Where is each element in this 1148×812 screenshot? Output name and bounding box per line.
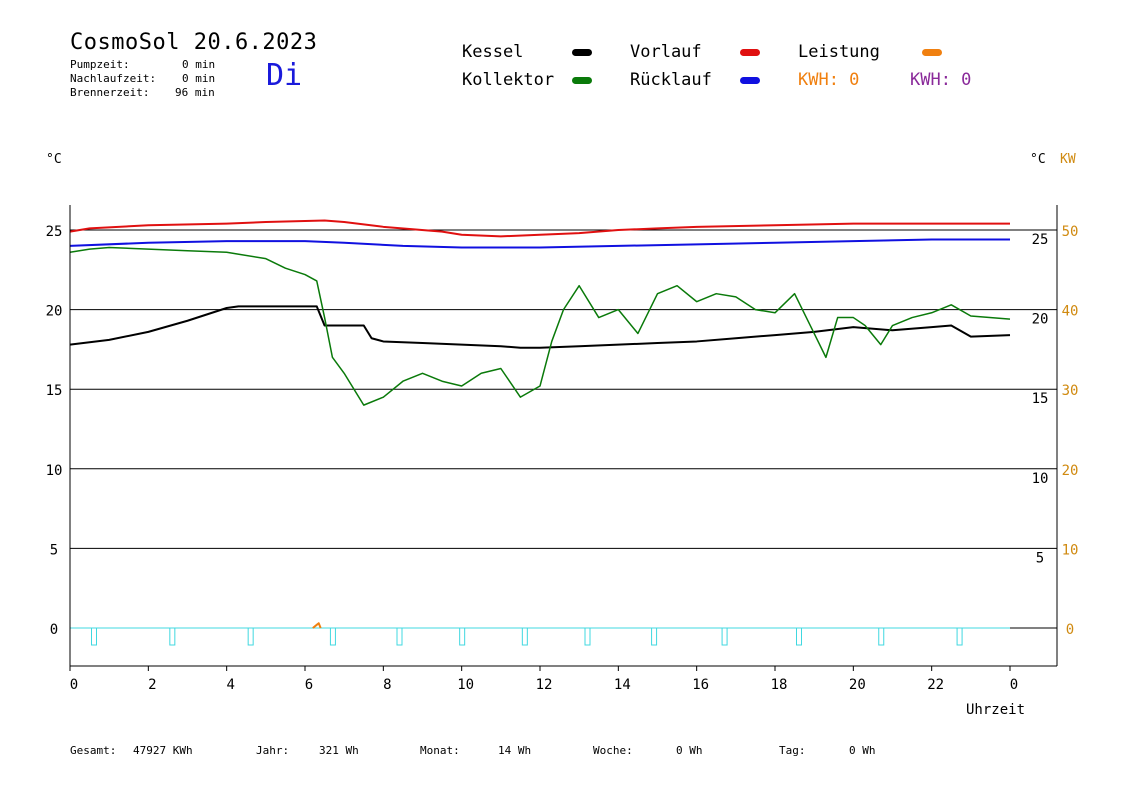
stat-pumpzeit-value: 0 min	[182, 58, 216, 71]
legend-leistung-swatch	[922, 49, 942, 56]
series-leistung	[312, 622, 322, 629]
pump-pulse-1	[169, 627, 176, 646]
legend-kwh-purple: KWH: 0	[910, 70, 972, 90]
chart-title: CosmoSol 20.6.2023	[70, 30, 318, 55]
x-tick-label-10: 20	[849, 677, 866, 693]
x-tick-label-1: 2	[148, 677, 156, 693]
y-right-kw-label-50: 50	[1062, 224, 1079, 240]
footer-woche-value: 0 Wh	[676, 744, 703, 757]
pump-pulse-2	[247, 627, 254, 646]
y-left-label-0: 0	[50, 622, 58, 638]
pump-pulse-0	[91, 627, 97, 646]
x-tick-label-7: 14	[614, 677, 631, 693]
y-right-kw-label-10: 10	[1062, 542, 1079, 558]
stat-brennerzeit-label: Brennerzeit:	[70, 86, 150, 99]
pump-pulse-3	[329, 627, 336, 646]
y-left-label-15: 15	[46, 383, 63, 399]
series-kollektor	[69, 246, 1011, 406]
footer-tag-value: 0 Wh	[849, 744, 876, 757]
legend-ruecklauf-swatch	[740, 77, 760, 84]
y-left-label-25: 25	[46, 224, 63, 240]
x-tick-label-2: 4	[226, 677, 234, 693]
stat-nachlaufzeit-value: 0 min	[182, 72, 216, 85]
unit-right-celsius: °C	[1030, 152, 1046, 167]
pump-pulse-5	[459, 627, 466, 646]
legend-kessel-label: Kessel	[462, 42, 524, 62]
pump-pulse-10	[796, 627, 802, 646]
pump-pulse-11	[878, 627, 885, 646]
series-ruecklauf	[69, 238, 1010, 249]
legend-vorlauf-label: Vorlauf	[630, 42, 702, 62]
y-left-label-5: 5	[50, 542, 58, 558]
y-left-label-20: 20	[46, 304, 63, 320]
footer-jahr-label: Jahr:	[256, 744, 290, 757]
x-tick-label-11: 22	[927, 677, 944, 693]
x-tick-label-4: 8	[383, 677, 391, 693]
y-right-c-label-20: 20	[1032, 312, 1049, 328]
y-right-kw-label-30: 30	[1062, 383, 1079, 399]
series-vorlauf	[69, 219, 1010, 238]
y-right-c-label-25: 25	[1032, 232, 1049, 248]
y-right-c-label-5: 5	[1036, 550, 1044, 566]
y-right-kw-label-20: 20	[1062, 463, 1079, 479]
pump-pulse-6	[521, 627, 528, 646]
footer-jahr-value: 321 Wh	[319, 744, 359, 757]
x-tick-label-0: 0	[70, 677, 78, 693]
x-tick-label-5: 10	[457, 677, 474, 693]
stat-nachlaufzeit-label: Nachlaufzeit:	[70, 72, 157, 85]
footer-woche-label: Woche:	[593, 744, 633, 757]
legend-ruecklauf-label: Rücklauf	[630, 70, 712, 90]
unit-left-celsius: °C	[46, 152, 62, 167]
x-axis-label: Uhrzeit	[966, 702, 1026, 718]
x-tick-label-12: 0	[1010, 677, 1018, 693]
x-tick-label-6: 12	[536, 677, 553, 693]
x-tick-label-3: 6	[305, 677, 313, 693]
y-right-c-label-10: 10	[1032, 471, 1049, 487]
y-right-kw-label-40: 40	[1062, 304, 1079, 320]
weekday-label: Di	[266, 58, 303, 93]
pump-pulse-8	[651, 627, 658, 646]
x-tick-label-9: 18	[771, 677, 788, 693]
y-right-kw-label-0: 0	[1066, 622, 1074, 638]
y-left-label-10: 10	[46, 463, 63, 479]
legend-kollektor-label: Kollektor	[462, 70, 555, 90]
footer-tag-label: Tag:	[779, 744, 806, 757]
footer-monat-value: 14 Wh	[498, 744, 532, 757]
pump-pulse-9	[721, 627, 728, 646]
footer-gesamt-label: Gesamt:	[70, 744, 117, 757]
legend-kollektor-swatch	[572, 77, 592, 84]
legend-leistung-label: Leistung	[798, 42, 880, 62]
stat-brennerzeit-value: 96 min	[175, 86, 215, 99]
footer-gesamt-value: 47927 KWh	[133, 744, 193, 757]
pump-pulse-12	[956, 627, 963, 646]
legend-kessel-swatch	[572, 49, 592, 56]
footer-monat-label: Monat:	[420, 744, 460, 757]
series-kessel	[69, 305, 1011, 349]
legend-kwh-orange: KWH: 0	[798, 70, 860, 90]
legend-vorlauf-swatch	[740, 49, 760, 56]
stat-pumpzeit-label: Pumpzeit:	[70, 58, 130, 71]
x-tick-label-8: 16	[692, 677, 709, 693]
y-right-c-label-15: 15	[1032, 391, 1049, 407]
unit-right-kw: KW	[1060, 152, 1076, 167]
pump-pulse-4	[396, 627, 403, 646]
pump-pulse-7	[584, 627, 591, 646]
